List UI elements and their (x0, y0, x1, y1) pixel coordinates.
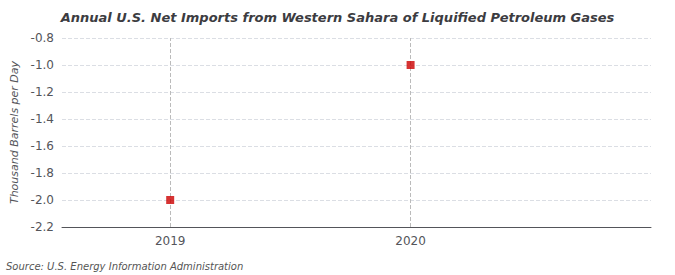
svg-text:-2.0: -2.0 (31, 193, 54, 207)
svg-text:2019: 2019 (155, 234, 186, 248)
svg-text:-2.2: -2.2 (31, 220, 54, 234)
svg-text:-0.8: -0.8 (31, 31, 54, 45)
svg-text:-1.2: -1.2 (31, 85, 54, 99)
svg-text:-1.6: -1.6 (31, 139, 54, 153)
svg-text:Source: U.S. Energy Informatio: Source: U.S. Energy Information Administ… (6, 261, 243, 272)
svg-text:-1.8: -1.8 (31, 166, 54, 180)
svg-text:-1.0: -1.0 (31, 58, 54, 72)
svg-text:Annual U.S. Net Imports from W: Annual U.S. Net Imports from Western Sah… (60, 10, 615, 25)
svg-text:Thousand Barrels per Day: Thousand Barrels per Day (8, 60, 21, 204)
svg-text:2020: 2020 (395, 234, 426, 248)
svg-text:-1.4: -1.4 (31, 112, 54, 126)
